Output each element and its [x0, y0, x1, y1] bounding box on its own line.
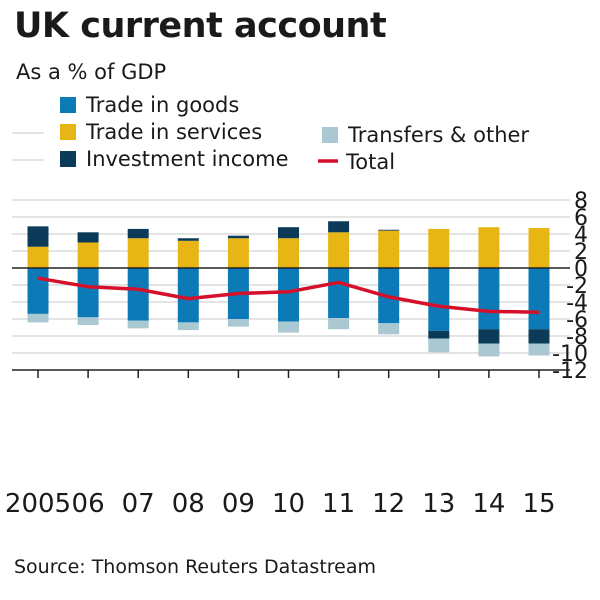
y-tick-label: -10 — [552, 342, 588, 367]
bar-investment-income — [227, 235, 249, 239]
y-tick-label: -6 — [566, 308, 588, 333]
y-tick-label: -8 — [566, 325, 588, 350]
bar-transfers-other — [27, 313, 49, 323]
bar-trade-in-services — [127, 238, 149, 268]
bar-investment-income — [77, 232, 99, 243]
bar-investment-income — [278, 227, 299, 239]
bar-trade-in-services — [278, 238, 299, 268]
chart-source: Source: Thomson Reuters Datastream — [14, 556, 377, 578]
bar-trade-in-goods — [528, 268, 550, 330]
bar-trade-in-services — [328, 232, 350, 268]
bar-trade-in-goods — [177, 268, 199, 323]
y-tick-label: -2 — [566, 274, 588, 299]
bar-trade-in-services — [428, 228, 450, 268]
bar-transfers-other — [528, 343, 550, 356]
bar-trade-in-goods — [27, 268, 49, 314]
bar-trade-in-goods — [278, 268, 299, 322]
x-tick-label: 11 — [322, 489, 355, 519]
x-tick-label: 12 — [372, 489, 405, 519]
legend-swatch — [322, 127, 338, 143]
line-total — [37, 276, 540, 314]
legend-label: Trade in goods — [85, 93, 239, 117]
legend-label: Transfers & other — [347, 123, 529, 147]
bar-investment-income — [428, 330, 450, 339]
bar-trade-in-services — [27, 246, 49, 268]
bar-trade-in-services — [77, 242, 99, 268]
bar-investment-income — [27, 226, 49, 247]
bar-trade-in-services — [227, 238, 249, 268]
x-tick-label: 08 — [172, 489, 205, 519]
legend-label: Total — [345, 150, 395, 174]
bar-trade-in-services — [177, 240, 199, 268]
legend-swatch — [60, 97, 76, 113]
y-tick-label: 6 — [574, 206, 588, 231]
bar-transfers-other — [77, 317, 99, 325]
y-tick-label: -4 — [566, 291, 588, 316]
x-tick-label: 06 — [72, 489, 105, 519]
bar-trade-in-services — [378, 230, 400, 268]
chart-subtitle: As a % of GDP — [16, 60, 167, 84]
legend-label: Investment income — [86, 147, 289, 171]
legend-label: Trade in services — [85, 120, 262, 144]
chart-title: UK current account — [14, 6, 387, 46]
x-tick-label: 15 — [522, 489, 555, 519]
bar-transfers-other — [378, 323, 400, 335]
y-tick-label: 4 — [574, 223, 588, 248]
y-tick-label: -12 — [552, 359, 588, 384]
x-tick-label: 09 — [222, 489, 255, 519]
y-tick-label: 2 — [574, 240, 588, 265]
bar-investment-income — [478, 329, 500, 344]
bar-transfers-other — [428, 338, 450, 353]
bar-trade-in-services — [528, 228, 550, 268]
bar-transfers-other — [478, 343, 500, 357]
bar-investment-income — [328, 221, 350, 233]
x-tick-label: 13 — [422, 489, 455, 519]
bar-trade-in-services — [478, 227, 500, 268]
bar-transfers-other — [328, 318, 350, 330]
bar-transfers-other — [227, 319, 249, 327]
x-tick-label: 07 — [122, 489, 155, 519]
bar-trade-in-goods — [328, 268, 350, 319]
bar-investment-income — [177, 238, 199, 241]
legend-swatch — [60, 151, 76, 167]
legend-swatch — [60, 124, 76, 140]
bar-trade-in-goods — [127, 268, 149, 321]
x-tick-label: 2005 — [5, 489, 71, 519]
y-tick-label: 0 — [574, 257, 588, 282]
bar-investment-income — [528, 329, 550, 344]
x-tick-label: 14 — [472, 489, 505, 519]
x-tick-label: 10 — [272, 489, 305, 519]
bar-transfers-other — [127, 320, 149, 329]
bar-trade-in-goods — [478, 268, 500, 330]
bar-transfers-other — [177, 322, 199, 331]
bar-transfers-other — [278, 321, 299, 333]
bar-investment-income — [378, 229, 400, 231]
bar-investment-income — [127, 228, 149, 239]
bar-trade-in-goods — [77, 268, 99, 318]
y-tick-label: 8 — [574, 189, 588, 214]
bar-trade-in-goods — [428, 268, 450, 331]
